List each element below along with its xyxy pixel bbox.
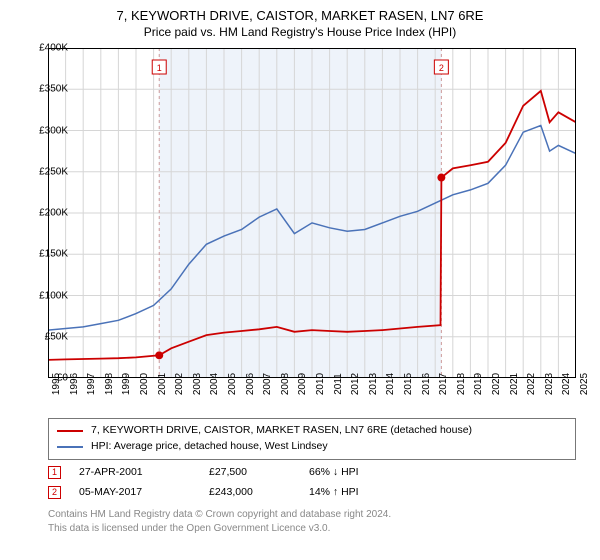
y-tick-label: £150K xyxy=(24,249,68,260)
x-tick-label: 2016 xyxy=(421,373,432,395)
y-tick-label: £400K xyxy=(24,43,68,54)
marker-pct: 14% ↑ HPI xyxy=(309,486,409,498)
svg-text:1: 1 xyxy=(157,63,162,73)
y-tick-label: £300K xyxy=(24,125,68,136)
footer-line2: This data is licensed under the Open Gov… xyxy=(48,522,391,536)
legend-swatch-blue xyxy=(57,446,83,448)
x-tick-label: 2009 xyxy=(297,373,308,395)
x-tick-label: 2022 xyxy=(526,373,537,395)
x-tick-label: 2013 xyxy=(368,373,379,395)
x-tick-label: 2024 xyxy=(561,373,572,395)
x-tick-label: 2018 xyxy=(456,373,467,395)
marker-price: £27,500 xyxy=(209,466,309,478)
x-tick-label: 2003 xyxy=(192,373,203,395)
x-tick-label: 2012 xyxy=(350,373,361,395)
x-tick-label: 2015 xyxy=(403,373,414,395)
x-tick-label: 2001 xyxy=(157,373,168,395)
footer-line1: Contains HM Land Registry data © Crown c… xyxy=(48,508,391,522)
y-tick-label: £50K xyxy=(24,331,68,342)
y-tick-label: £350K xyxy=(24,84,68,95)
svg-text:2: 2 xyxy=(439,63,444,73)
x-tick-label: 2011 xyxy=(333,373,344,395)
page: 7, KEYWORTH DRIVE, CAISTOR, MARKET RASEN… xyxy=(0,0,600,560)
x-tick-label: 1997 xyxy=(86,373,97,395)
x-tick-label: 2000 xyxy=(139,373,150,395)
x-tick-label: 2010 xyxy=(315,373,326,395)
x-tick-label: 2020 xyxy=(491,373,502,395)
x-tick-label: 2021 xyxy=(509,373,520,395)
marker-badge: 1 xyxy=(48,466,61,479)
x-tick-label: 1999 xyxy=(121,373,132,395)
chart: 12 xyxy=(48,48,576,378)
x-tick-label: 2008 xyxy=(280,373,291,395)
title-subtitle: Price paid vs. HM Land Registry's House … xyxy=(0,25,600,39)
title-address: 7, KEYWORTH DRIVE, CAISTOR, MARKET RASEN… xyxy=(0,8,600,23)
legend-label-blue: HPI: Average price, detached house, West… xyxy=(91,439,328,455)
x-tick-label: 2019 xyxy=(473,373,484,395)
y-tick-label: £100K xyxy=(24,290,68,301)
marker-table: 1 27-APR-2001£27,50066% ↓ HPI 2 05-MAY-2017… xyxy=(48,462,409,502)
title-area: 7, KEYWORTH DRIVE, CAISTOR, MARKET RASEN… xyxy=(0,0,600,39)
legend-swatch-red xyxy=(57,430,83,432)
x-tick-label: 1998 xyxy=(104,373,115,395)
x-tick-label: 2023 xyxy=(544,373,555,395)
x-tick-label: 2014 xyxy=(385,373,396,395)
table-row: 2 05-MAY-2017£243,00014% ↑ HPI xyxy=(48,482,409,502)
y-tick-label: £200K xyxy=(24,208,68,219)
legend-row-blue: HPI: Average price, detached house, West… xyxy=(57,439,567,455)
x-tick-label: 1996 xyxy=(69,373,80,395)
x-tick-label: 2004 xyxy=(209,373,220,395)
marker-badge: 2 xyxy=(48,486,61,499)
x-tick-label: 2017 xyxy=(438,373,449,395)
x-tick-label: 2002 xyxy=(174,373,185,395)
legend: 7, KEYWORTH DRIVE, CAISTOR, MARKET RASEN… xyxy=(48,418,576,460)
x-tick-label: 2005 xyxy=(227,373,238,395)
x-tick-label: 2025 xyxy=(579,373,590,395)
y-tick-label: £250K xyxy=(24,166,68,177)
marker-pct: 66% ↓ HPI xyxy=(309,466,409,478)
x-tick-label: 1995 xyxy=(51,373,62,395)
marker-date: 27-APR-2001 xyxy=(79,466,209,478)
marker-price: £243,000 xyxy=(209,486,309,498)
x-tick-label: 2007 xyxy=(262,373,273,395)
marker-date: 05-MAY-2017 xyxy=(79,486,209,498)
footer: Contains HM Land Registry data © Crown c… xyxy=(48,508,391,535)
table-row: 1 27-APR-2001£27,50066% ↓ HPI xyxy=(48,462,409,482)
x-tick-label: 2006 xyxy=(245,373,256,395)
legend-label-red: 7, KEYWORTH DRIVE, CAISTOR, MARKET RASEN… xyxy=(91,423,472,439)
legend-row-red: 7, KEYWORTH DRIVE, CAISTOR, MARKET RASEN… xyxy=(57,423,567,439)
